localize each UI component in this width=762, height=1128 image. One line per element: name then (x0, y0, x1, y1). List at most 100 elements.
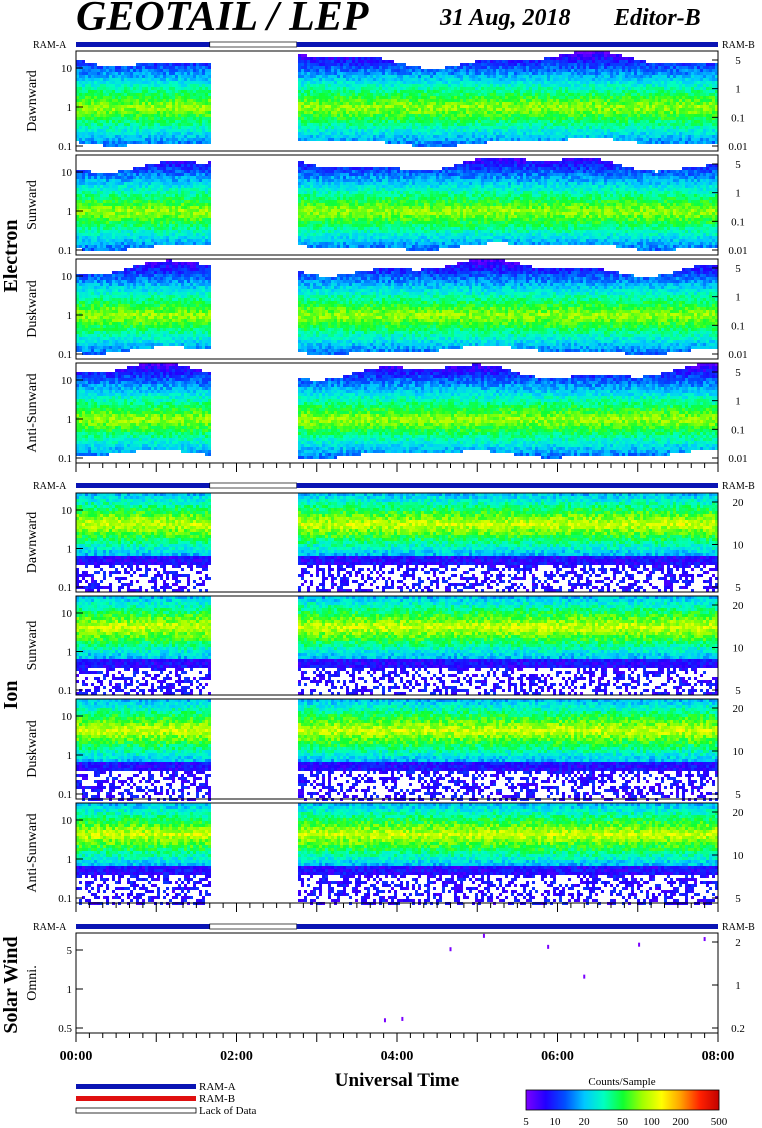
spectrogram-cell (376, 135, 379, 138)
spectrogram-cell (157, 126, 160, 129)
spectrogram-cell (322, 114, 325, 117)
spectrogram-cell (202, 78, 205, 81)
spectrogram-cell (304, 117, 307, 120)
spectrogram-cell (118, 78, 121, 81)
spectrogram-cell (199, 78, 202, 81)
spectrogram-cell (184, 123, 187, 126)
spectrogram-cell (109, 141, 112, 144)
spectrogram-cell (142, 66, 145, 69)
spectrogram-cell (391, 90, 394, 93)
spectrogram-cell (157, 87, 160, 90)
spectrogram-cell (205, 132, 208, 135)
spectrogram-cell (478, 75, 481, 78)
spectrogram-cell (208, 102, 211, 105)
spectrogram-cell (199, 93, 202, 96)
spectrogram-cell (472, 132, 475, 135)
spectrogram-cell (85, 141, 88, 144)
spectrogram-cell (301, 123, 304, 126)
spectrogram-cell (382, 99, 385, 102)
spectrogram-cell (160, 78, 163, 81)
spectrogram-cell (91, 90, 94, 93)
spectrogram-cell (433, 93, 436, 96)
spectrogram-cell (196, 96, 199, 99)
spectrogram-cell (325, 87, 328, 90)
spectrogram-cell (448, 126, 451, 129)
spectrogram-cell (403, 111, 406, 114)
spectrogram-cell (313, 81, 316, 84)
spectrogram-cell (142, 78, 145, 81)
spectrogram-cell (427, 102, 430, 105)
spectrogram-cell (319, 78, 322, 81)
spectrogram-cell (337, 114, 340, 117)
spectrogram-cell (445, 123, 448, 126)
spectrogram-cell (475, 117, 478, 120)
spectrogram-cell (448, 66, 451, 69)
spectrogram-cell (145, 111, 148, 114)
spectrogram-cell (340, 66, 343, 69)
spectrogram-cell (190, 126, 193, 129)
spectrogram-cell (133, 135, 136, 138)
spectrogram-cell (154, 108, 157, 111)
spectrogram-cell (85, 114, 88, 117)
spectrogram-cell (400, 132, 403, 135)
spectrogram-cell (358, 96, 361, 99)
spectrogram-cell (325, 108, 328, 111)
spectrogram-cell (199, 90, 202, 93)
spectrogram-cell (337, 87, 340, 90)
spectrogram-cell (370, 114, 373, 117)
spectrogram-cell (118, 105, 121, 108)
spectrogram-cell (178, 126, 181, 129)
spectrogram-cell (451, 138, 454, 141)
spectrogram-cell (448, 138, 451, 141)
spectrogram-cell (478, 78, 481, 81)
spectrogram-cell (421, 87, 424, 90)
spectrogram-cell (334, 99, 337, 102)
spectrogram-cell (115, 108, 118, 111)
spectrogram-cell (316, 84, 319, 87)
spectrogram-cell (199, 63, 202, 66)
spectrogram-cell (115, 111, 118, 114)
spectrogram-cell (364, 120, 367, 123)
spectrogram-cell (124, 126, 127, 129)
spectrogram-cell (427, 126, 430, 129)
spectrogram-cell (463, 93, 466, 96)
spectrogram-cell (148, 78, 151, 81)
spectrogram-cell (454, 111, 457, 114)
spectrogram-cell (163, 126, 166, 129)
spectrogram-cell (478, 120, 481, 123)
spectrogram-cell (376, 138, 379, 141)
spectrogram-cell (469, 141, 472, 144)
spectrogram-cell (130, 105, 133, 108)
spectrogram-cell (160, 99, 163, 102)
spectrogram-cell (466, 87, 469, 90)
spectrogram-cell (373, 120, 376, 123)
spectrogram-cell (154, 123, 157, 126)
spectrogram-cell (181, 75, 184, 78)
spectrogram-cell (118, 87, 121, 90)
spectrogram-cell (100, 81, 103, 84)
spectrogram-cell (166, 135, 169, 138)
spectrogram-cell (109, 135, 112, 138)
spectrogram-cell (367, 57, 370, 60)
spectrogram-cell (160, 63, 163, 66)
spectrogram-cell (358, 138, 361, 141)
spectrogram-cell (193, 81, 196, 84)
spectrogram-cell (427, 96, 430, 99)
spectrogram-cell (409, 96, 412, 99)
spectrogram-cell (172, 66, 175, 69)
spectrogram-cell (121, 66, 124, 69)
spectrogram-cell (205, 120, 208, 123)
spectrogram-cell (466, 111, 469, 114)
spectrogram-cell (340, 57, 343, 60)
spectrogram-cell (139, 138, 142, 141)
spectrogram-cell (181, 96, 184, 99)
spectrogram-cell (196, 135, 199, 138)
spectrogram-cell (403, 81, 406, 84)
spectrogram-cell (298, 90, 301, 93)
spectrogram-cell (181, 87, 184, 90)
spectrogram-cell (298, 132, 301, 135)
spectrogram-cell (421, 114, 424, 117)
spectrogram-cell (298, 57, 301, 60)
spectrogram-cell (151, 81, 154, 84)
spectrogram-cell (427, 81, 430, 84)
